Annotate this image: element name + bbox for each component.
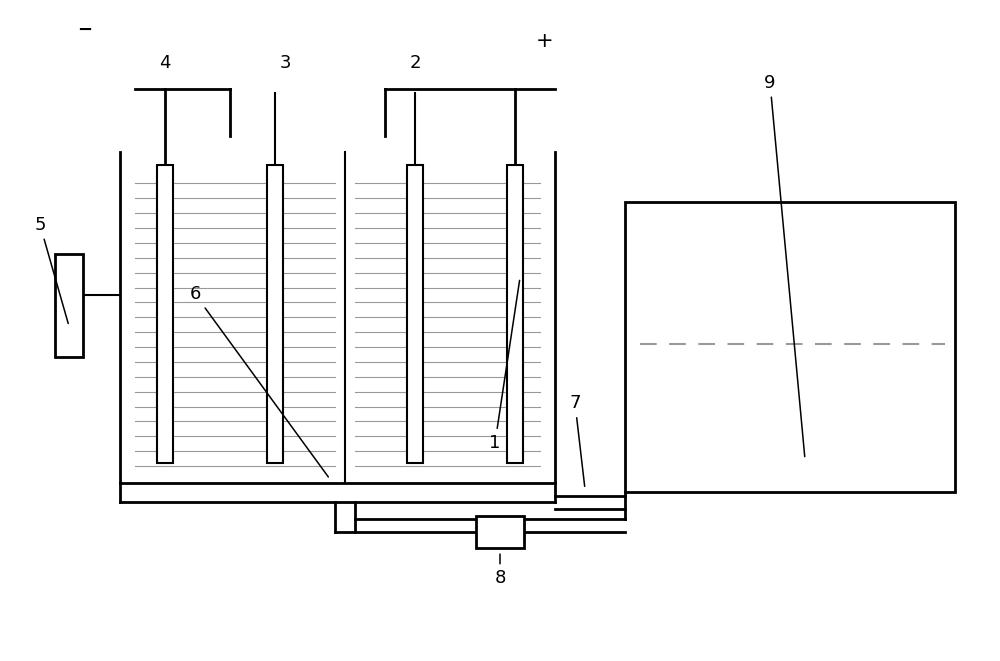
Text: 5: 5 bbox=[34, 215, 68, 323]
Text: 7: 7 bbox=[569, 394, 585, 486]
Bar bbox=[157, 165, 173, 463]
Text: 6: 6 bbox=[189, 285, 328, 477]
Text: 9: 9 bbox=[764, 73, 805, 457]
Bar bbox=[55, 254, 83, 357]
Bar bbox=[507, 165, 523, 463]
Bar bbox=[476, 516, 524, 548]
Text: 1: 1 bbox=[489, 280, 520, 452]
Text: −: − bbox=[77, 20, 93, 39]
Text: 8: 8 bbox=[494, 554, 506, 588]
Bar bbox=[267, 165, 283, 463]
Text: +: + bbox=[536, 31, 554, 51]
Bar bbox=[625, 202, 955, 492]
Text: 3: 3 bbox=[279, 54, 291, 72]
Text: 2: 2 bbox=[409, 54, 421, 72]
Text: 4: 4 bbox=[159, 54, 171, 72]
Bar bbox=[407, 165, 423, 463]
